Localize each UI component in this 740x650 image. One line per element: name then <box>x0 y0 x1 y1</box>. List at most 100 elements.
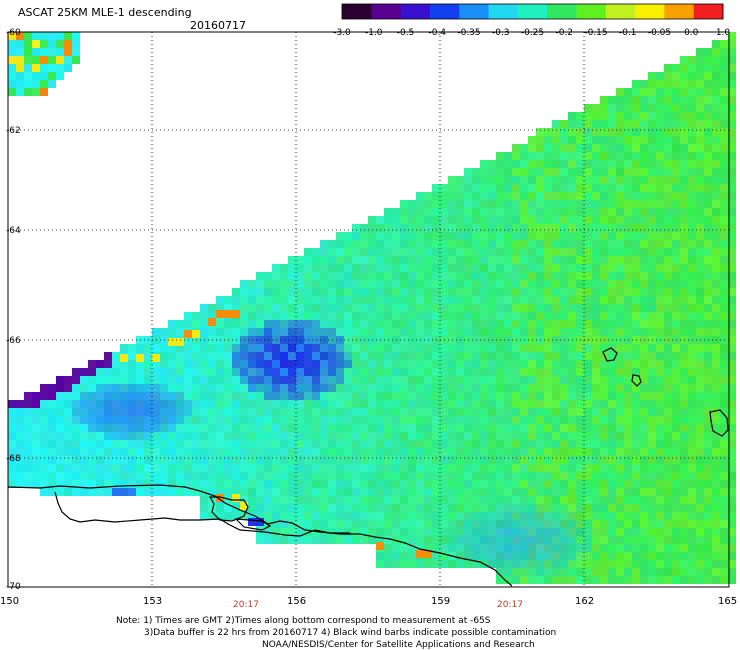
field-cell <box>512 288 520 296</box>
field-cell <box>424 312 432 320</box>
field-cell <box>352 288 360 296</box>
field-cell <box>160 464 168 472</box>
field-cell <box>264 368 272 376</box>
field-cell <box>488 400 496 408</box>
field-cell <box>496 256 504 264</box>
field-cell <box>304 296 312 304</box>
field-cell <box>400 432 408 440</box>
field-cell <box>216 488 224 496</box>
field-cell <box>456 528 464 536</box>
field-cell <box>392 544 400 552</box>
field-cell <box>384 488 392 496</box>
field-cell <box>40 56 48 64</box>
field-cell <box>640 264 648 272</box>
lon-label: 153 <box>143 596 162 607</box>
field-cell <box>456 248 464 256</box>
field-cell <box>560 552 568 560</box>
field-cell <box>544 272 552 280</box>
colorbar-swatch <box>635 4 665 19</box>
field-cell <box>368 520 376 528</box>
field-cell <box>384 392 392 400</box>
field-cell <box>256 320 264 328</box>
field-cell <box>568 192 576 200</box>
field-cell <box>384 448 392 456</box>
field-cell <box>720 528 728 536</box>
field-cell <box>352 400 360 408</box>
field-cell <box>360 376 368 384</box>
field-cell <box>8 448 16 456</box>
field-cell <box>328 512 336 520</box>
field-cell <box>248 480 256 488</box>
field-cell <box>80 440 88 448</box>
field-cell <box>568 568 576 576</box>
field-cell <box>232 488 240 496</box>
field-cell <box>112 384 120 392</box>
field-cell <box>16 88 24 96</box>
field-cell <box>448 528 456 536</box>
field-cell <box>352 472 360 480</box>
field-cell <box>720 360 728 368</box>
field-cell <box>528 304 536 312</box>
field-cell <box>384 472 392 480</box>
field-cell <box>640 576 648 584</box>
field-cell <box>168 368 176 376</box>
field-cell <box>632 392 640 400</box>
field-cell <box>656 576 664 584</box>
field-cell <box>472 464 480 472</box>
field-cell <box>360 264 368 272</box>
field-cell <box>648 280 656 288</box>
field-cell <box>496 504 504 512</box>
field-cell <box>312 256 320 264</box>
field-cell <box>712 552 720 560</box>
field-cell <box>288 376 296 384</box>
field-cell <box>528 360 536 368</box>
field-cell <box>712 528 720 536</box>
field-cell <box>432 560 440 568</box>
field-cell <box>720 120 728 128</box>
field-cell <box>560 264 568 272</box>
field-cell <box>544 240 552 248</box>
field-cell <box>520 384 528 392</box>
field-cell <box>192 360 200 368</box>
field-cell <box>368 344 376 352</box>
field-cell <box>560 416 568 424</box>
field-cell <box>432 200 440 208</box>
field-cell <box>488 304 496 312</box>
field-cell <box>656 216 664 224</box>
field-cell <box>576 176 584 184</box>
field-cell <box>104 376 112 384</box>
field-cell <box>552 192 560 200</box>
field-cell <box>504 256 512 264</box>
field-cell <box>392 288 400 296</box>
field-cell <box>576 272 584 280</box>
field-cell <box>688 248 696 256</box>
field-cell <box>640 216 648 224</box>
field-cell <box>192 376 200 384</box>
field-cell <box>312 328 320 336</box>
field-cell <box>272 488 280 496</box>
field-cell <box>640 520 648 528</box>
field-cell <box>232 328 240 336</box>
field-cell <box>584 504 592 512</box>
field-cell <box>680 392 688 400</box>
field-cell <box>632 112 640 120</box>
field-cell <box>496 416 504 424</box>
field-cell <box>656 288 664 296</box>
field-cell <box>728 32 736 40</box>
field-cell <box>480 496 488 504</box>
field-cell <box>384 312 392 320</box>
field-cell <box>680 440 688 448</box>
field-cell <box>360 384 368 392</box>
field-cell <box>496 184 504 192</box>
field-cell <box>168 464 176 472</box>
field-cell <box>520 208 528 216</box>
field-cell <box>648 256 656 264</box>
field-cell <box>480 208 488 216</box>
field-cell <box>480 376 488 384</box>
field-cell <box>24 408 32 416</box>
field-cell <box>216 408 224 416</box>
field-cell <box>568 136 576 144</box>
field-cell <box>680 184 688 192</box>
field-cell <box>584 280 592 288</box>
field-cell <box>720 248 728 256</box>
